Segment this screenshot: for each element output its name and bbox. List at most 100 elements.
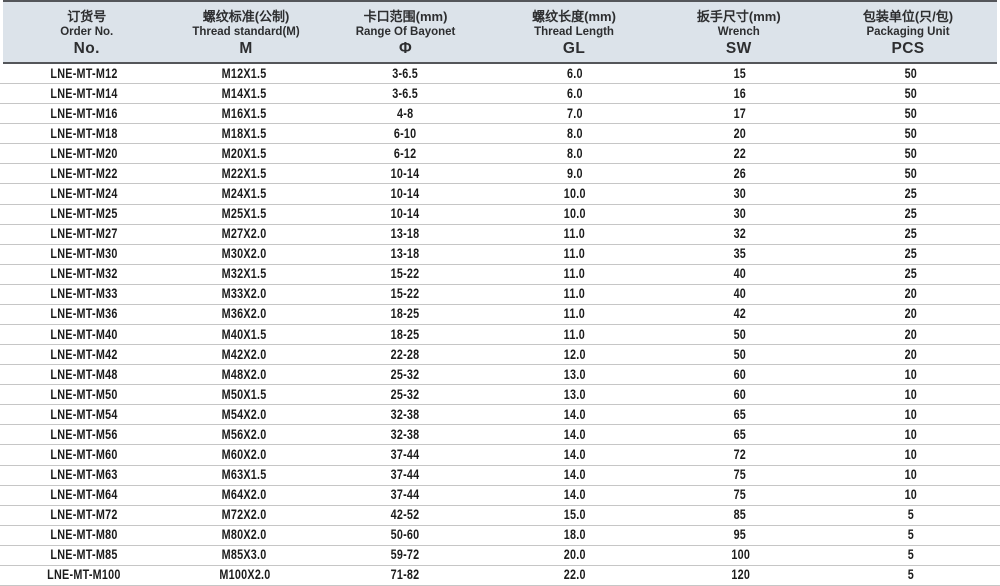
table-cell: M48X2.0 (169, 366, 321, 384)
cell-value: 37-44 (390, 447, 420, 463)
table-cell: 3-6.5 (321, 65, 490, 83)
cell-value: 60 (734, 366, 747, 382)
cell-value: 10-14 (390, 186, 420, 201)
cell-value: 16 (734, 85, 747, 101)
table-cell: 40 (660, 285, 822, 303)
cell-value: LNE-MT-M22 (50, 165, 118, 181)
column-title-en: Thread Length (534, 25, 614, 38)
table-cell: M12X1.5 (169, 65, 321, 83)
table-cell: LNE-MT-M18 (0, 125, 169, 143)
column-header-order-no: 订货号 Order No. No. (3, 2, 170, 62)
cell-value: M32X1.5 (222, 266, 267, 282)
cell-value: 5 (907, 507, 914, 523)
cell-value: 22 (734, 145, 747, 161)
table-row: LNE-MT-M25 M25X1.5 10-14 10.0 30 25 (0, 205, 1000, 225)
cell-value: 5 (907, 567, 914, 583)
cell-value: LNE-MT-M30 (50, 246, 118, 262)
cell-value: LNE-MT-M12 (50, 65, 118, 81)
table-cell: 9.0 (490, 165, 660, 183)
table-cell: 14.0 (490, 486, 660, 504)
cell-value: 26 (734, 165, 747, 181)
table-row: LNE-MT-M80 M80X2.0 50-60 18.0 95 5 (0, 526, 1000, 546)
table-cell: LNE-MT-M50 (0, 386, 169, 404)
table-cell: 5 (821, 506, 1000, 524)
table-cell: 14.0 (490, 466, 660, 484)
cell-value: 72 (734, 447, 747, 463)
column-title-zh: 扳手尺寸(mm) (696, 8, 781, 24)
table-cell: 6.0 (490, 65, 660, 83)
cell-value: LNE-MT-M20 (50, 145, 118, 161)
table-cell: 25-32 (321, 386, 490, 404)
table-cell: 5 (821, 546, 1000, 564)
cell-value: 25 (904, 206, 917, 222)
column-title-zh: 卡口范围(mm) (363, 8, 448, 24)
table-cell: M54X2.0 (169, 406, 321, 424)
table-cell: 15 (660, 65, 822, 83)
table-cell: 14.0 (490, 406, 660, 424)
table-cell: LNE-MT-M22 (0, 165, 169, 183)
table-cell: M24X1.5 (169, 185, 321, 203)
cell-value: 3-6.5 (392, 65, 418, 81)
column-header-packaging-unit: 包装单位(只/包) Packaging Unit PCS (819, 2, 997, 62)
table-cell: 50 (660, 346, 822, 364)
cell-value: M40X1.5 (222, 326, 267, 342)
cell-value: 25-32 (390, 366, 420, 382)
cell-value: M85X3.0 (222, 547, 267, 563)
table-cell: 59-72 (321, 546, 490, 564)
cell-value: 75 (734, 487, 747, 503)
table-row: LNE-MT-M100 M100X2.0 71-82 22.0 120 5 (0, 566, 1000, 586)
table-row: LNE-MT-M63 M63X1.5 37-44 14.0 75 10 (0, 466, 1000, 486)
table-cell: M14X1.5 (169, 85, 321, 103)
cell-value: 5 (907, 547, 914, 563)
cell-value: M64X2.0 (222, 487, 267, 503)
table-row: LNE-MT-M16 M16X1.5 4-8 7.0 17 50 (0, 104, 1000, 125)
cell-value: 14.0 (563, 467, 586, 483)
table-row: LNE-MT-M48 M48X2.0 25-32 13.0 60 10 (0, 365, 1000, 386)
table-cell: 20 (821, 326, 1000, 344)
table-row: LNE-MT-M14 M14X1.5 3-6.5 6.0 16 50 (0, 84, 1000, 105)
table-cell: LNE-MT-M20 (0, 145, 169, 163)
table-cell: 10 (821, 446, 1000, 464)
table-cell: M56X2.0 (169, 426, 321, 444)
table-cell: M85X3.0 (169, 546, 321, 564)
column-title-zh: 螺纹标准(公制) (202, 8, 290, 24)
cell-value: M30X2.0 (222, 246, 267, 262)
table-cell: 10 (821, 386, 1000, 404)
column-header-thread-length: 螺纹长度(mm) Thread Length GL (490, 2, 659, 62)
table-cell: LNE-MT-M54 (0, 406, 169, 424)
column-header-wrench-size: 扳手尺寸(mm) Wrench SW (659, 2, 820, 62)
cell-value: 20 (904, 326, 917, 342)
cell-value: 22.0 (563, 567, 586, 583)
table-cell: 35 (660, 245, 822, 263)
cell-value: 50 (904, 125, 917, 141)
table-row: LNE-MT-M33 M33X2.0 15-22 11.0 40 20 (0, 285, 1000, 305)
cell-value: 32-38 (390, 406, 420, 422)
cell-value: 100 (730, 547, 750, 563)
table-row: LNE-MT-M85 M85X3.0 59-72 20.0 100 5 (0, 546, 1000, 566)
cell-value: 11.0 (563, 326, 586, 342)
cell-value: M22X1.5 (222, 165, 267, 181)
cell-value: 10 (904, 366, 917, 382)
cell-value: 22-28 (390, 346, 420, 362)
table-cell: 7.0 (490, 105, 660, 123)
table-cell: 20 (821, 285, 1000, 303)
table-cell: M30X2.0 (169, 245, 321, 263)
cell-value: LNE-MT-M60 (50, 447, 118, 463)
cell-value: 10 (904, 386, 917, 402)
cell-value: LNE-MT-M80 (50, 527, 118, 543)
cell-value: 11.0 (563, 306, 586, 322)
cell-value: 14.0 (563, 447, 586, 463)
table-cell: 32-38 (321, 426, 490, 444)
cell-value: 40 (734, 266, 747, 282)
table-cell: 37-44 (321, 446, 490, 464)
table-cell: 11.0 (490, 305, 660, 323)
table-row: LNE-MT-M22 M22X1.5 10-14 9.0 26 50 (0, 164, 1000, 185)
table-cell: 32-38 (321, 406, 490, 424)
table-cell: 4-8 (321, 105, 490, 123)
cell-value: LNE-MT-M63 (50, 467, 118, 483)
table-cell: M72X2.0 (169, 506, 321, 524)
cell-value: LNE-MT-M40 (50, 326, 118, 342)
column-symbol: SW (725, 39, 752, 57)
cell-value: 14.0 (563, 406, 586, 422)
column-title-zh: 螺纹长度(mm) (532, 8, 616, 24)
